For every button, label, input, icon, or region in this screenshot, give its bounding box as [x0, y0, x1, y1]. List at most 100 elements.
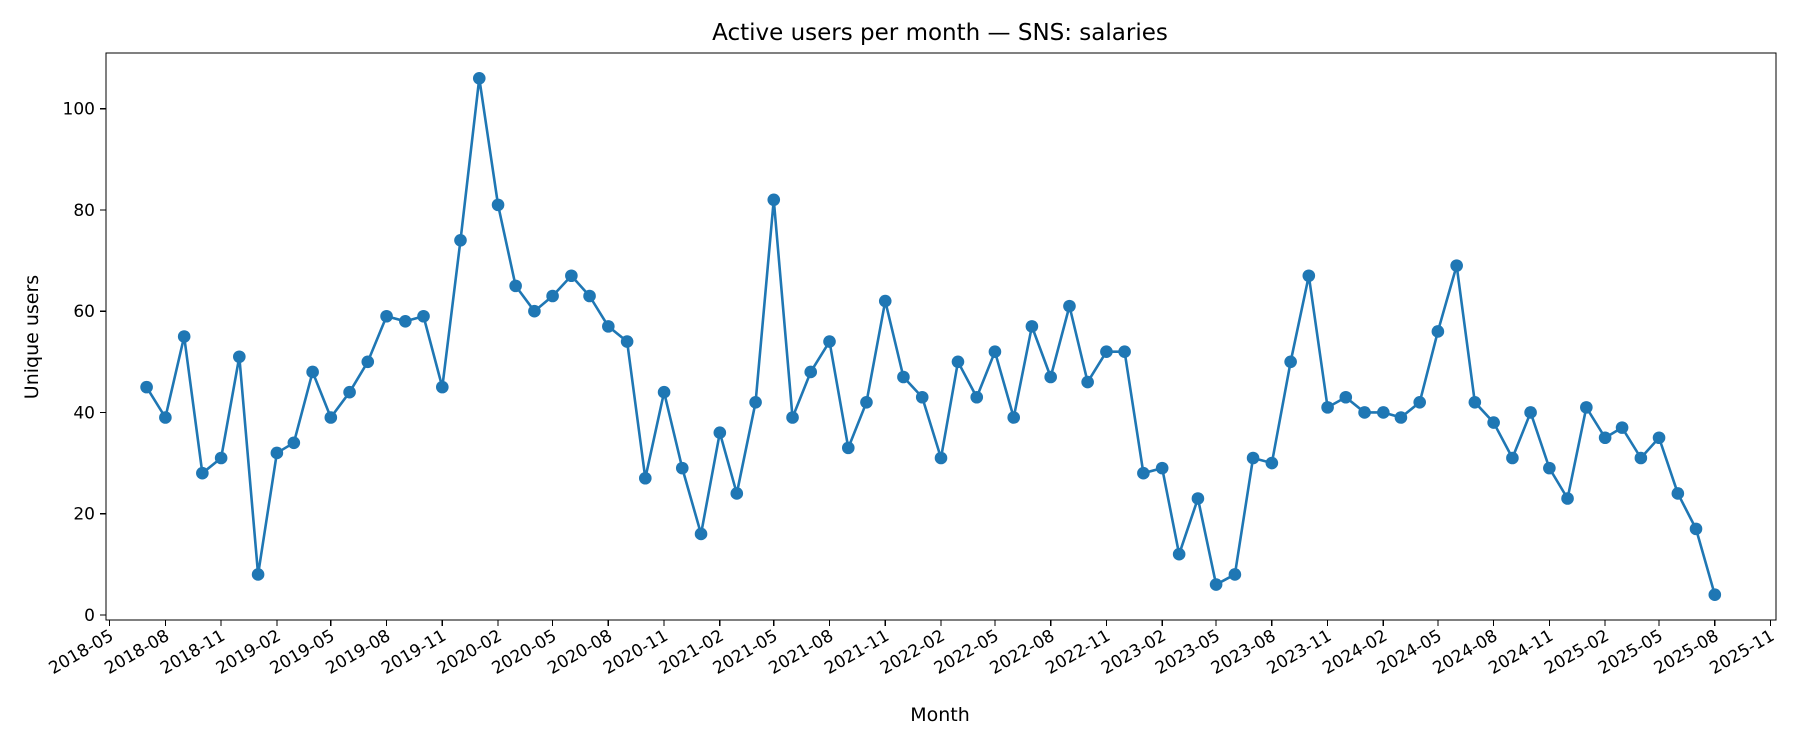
data-point [1228, 568, 1242, 581]
data-point [140, 380, 153, 394]
y-tick-label: 40 [73, 403, 95, 423]
data-point [1246, 451, 1260, 465]
data-point [1431, 325, 1445, 338]
data-point [1450, 259, 1463, 272]
data-point [1634, 451, 1648, 465]
data-point [399, 315, 412, 328]
data-point [1081, 375, 1094, 389]
data-point [270, 446, 284, 460]
data-point [1561, 492, 1574, 505]
data-point [1063, 299, 1076, 313]
plot-area-frame [105, 52, 1777, 621]
data-point [1209, 578, 1223, 591]
series-points [140, 72, 1722, 601]
x-tick-label: 2025-11 [1707, 626, 1779, 679]
data-point [159, 411, 172, 424]
data-point [546, 289, 559, 303]
data-point [1652, 431, 1666, 445]
data-point [1100, 345, 1113, 358]
data-point [1007, 411, 1021, 424]
data-point [1191, 492, 1205, 505]
data-point [324, 411, 338, 424]
data-point [1172, 547, 1186, 561]
y-tick-label: 100 [63, 100, 95, 120]
data-point [878, 294, 892, 308]
data-point [1155, 461, 1169, 475]
data-point [177, 330, 191, 343]
data-point [565, 269, 578, 283]
data-point [804, 365, 818, 379]
data-point [583, 289, 596, 303]
data-point [730, 487, 744, 500]
data-point [196, 466, 209, 480]
y-tick-label: 80 [73, 201, 95, 221]
data-point [860, 396, 873, 409]
y-axis-label: Unique users [21, 275, 43, 399]
data-point [1044, 370, 1057, 384]
data-point [970, 390, 984, 404]
data-point [1615, 421, 1629, 434]
data-point [915, 390, 929, 404]
data-point [639, 471, 652, 485]
y-tick-label: 20 [73, 505, 95, 525]
data-point [1137, 466, 1150, 480]
data-point [454, 234, 467, 247]
data-point [1265, 456, 1279, 470]
data-point [343, 385, 356, 399]
data-point [380, 309, 393, 323]
data-point [713, 426, 727, 439]
data-point [675, 461, 689, 475]
data-point [1487, 416, 1500, 429]
x-axis-label: Month [910, 704, 970, 726]
data-point [1708, 588, 1722, 601]
data-point [1543, 461, 1556, 475]
data-point [1394, 411, 1408, 424]
data-point [934, 451, 948, 465]
data-point [1358, 406, 1371, 419]
data-point [786, 411, 799, 424]
data-point [951, 355, 965, 369]
data-point [1468, 396, 1482, 409]
data-point [1339, 390, 1353, 404]
data-point [287, 436, 301, 450]
data-point [897, 370, 910, 384]
data-point [1524, 406, 1537, 419]
data-point [1671, 487, 1685, 500]
data-point [657, 385, 671, 399]
data-point [1506, 451, 1519, 465]
data-point [251, 568, 265, 581]
data-point [233, 350, 246, 364]
data-point [1302, 269, 1316, 283]
data-point [306, 365, 319, 379]
chart-title: Active users per month — SNS: salaries [712, 20, 1168, 46]
data-point [823, 335, 836, 348]
data-point [1580, 401, 1593, 414]
data-point [1118, 345, 1131, 358]
data-point [767, 193, 781, 207]
data-point [988, 345, 1002, 358]
data-point [1598, 431, 1612, 445]
data-point [1413, 396, 1426, 409]
y-tick-label: 0 [84, 606, 95, 626]
data-point [694, 527, 708, 541]
y-axis-ticks: 0 20 40 60 80 100 [63, 100, 106, 626]
data-point [1377, 406, 1390, 419]
data-point [749, 396, 762, 409]
data-point [528, 304, 541, 318]
data-point [1025, 320, 1039, 333]
series-line [145, 77, 1717, 596]
data-point [214, 451, 228, 465]
data-point [436, 380, 449, 394]
data-point [841, 441, 855, 455]
data-point [1284, 355, 1297, 369]
y-tick-label: 60 [73, 302, 95, 322]
data-point [620, 335, 634, 348]
data-point [491, 198, 505, 212]
x-axis-ticks: 2018-052018-082018-112019-022019-052019-… [46, 620, 1778, 679]
data-point [1321, 401, 1334, 414]
data-point [472, 72, 486, 85]
data-point [361, 355, 375, 369]
data-point [1689, 522, 1703, 536]
